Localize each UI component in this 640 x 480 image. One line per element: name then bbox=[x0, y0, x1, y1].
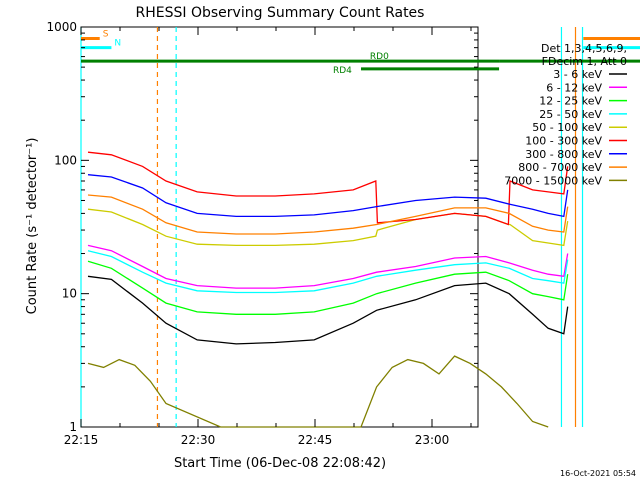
y-axis: 1 10 100 1000 bbox=[46, 20, 478, 434]
timestamp: 16-Oct-2021 05:54 bbox=[560, 469, 636, 478]
y-tick-label-2: 100 bbox=[54, 153, 77, 167]
chart-title: RHESSI Observing Summary Count Rates bbox=[136, 5, 425, 21]
legend-label-6: 300 - 800 keV bbox=[525, 148, 602, 161]
legend-header-0: Det 1,3,4,5,6,9, bbox=[541, 42, 627, 55]
legend-label-5: 100 - 300 keV bbox=[525, 135, 602, 148]
legend-label-8: 7000 - 15000 keV bbox=[504, 174, 602, 187]
legend-label-4: 50 - 100 keV bbox=[532, 121, 602, 134]
x-tick-label-2: 22:45 bbox=[298, 433, 333, 447]
series-line-2 bbox=[87, 260, 569, 315]
flag-label-1: N bbox=[114, 39, 121, 49]
series-layer bbox=[87, 151, 569, 428]
legend-label-1: 6 - 12 keV bbox=[546, 81, 602, 94]
x-axis: 22:15 22:30 22:45 23:00 bbox=[64, 27, 472, 447]
legend: Det 1,3,4,5,6,9,FDecim 1, Att 03 - 6 keV… bbox=[504, 42, 627, 187]
series-line-8 bbox=[87, 355, 549, 428]
flag-label-0: S bbox=[103, 29, 109, 39]
series-line-5 bbox=[87, 151, 569, 226]
x-axis-label: Start Time (06-Dec-08 22:08:42) bbox=[174, 456, 386, 471]
annotation-layer: SN RD0 RD4 bbox=[80, 27, 640, 427]
series-line-7 bbox=[87, 194, 569, 235]
legend-label-2: 12 - 25 keV bbox=[539, 95, 602, 108]
series-line-1 bbox=[87, 244, 569, 289]
legend-label-3: 25 - 50 keV bbox=[539, 108, 602, 121]
y-tick-label-1: 10 bbox=[62, 287, 77, 301]
x-tick-label-0: 22:15 bbox=[64, 433, 99, 447]
series-line-0 bbox=[87, 275, 569, 345]
legend-label-0: 3 - 6 keV bbox=[553, 68, 602, 81]
x-tick-label-1: 22:30 bbox=[181, 433, 216, 447]
legend-label-7: 800 - 7000 keV bbox=[518, 161, 602, 174]
flag-label-2: RD0 bbox=[370, 52, 389, 62]
series-line-4 bbox=[87, 208, 569, 247]
series-line-6 bbox=[87, 174, 569, 218]
plot-area bbox=[80, 26, 479, 428]
y-tick-label-3: 1000 bbox=[46, 20, 77, 34]
plot-border bbox=[80, 26, 479, 428]
y-axis-label: Count Rate (s⁻¹ detector⁻¹) bbox=[25, 138, 40, 315]
y-tick-label-0: 1 bbox=[69, 420, 77, 434]
flag-label-3: RD4 bbox=[333, 66, 352, 76]
series-line-3 bbox=[87, 250, 569, 294]
legend-header-1: FDecim 1, Att 0 bbox=[542, 55, 627, 68]
x-tick-label-3: 23:00 bbox=[415, 433, 450, 447]
